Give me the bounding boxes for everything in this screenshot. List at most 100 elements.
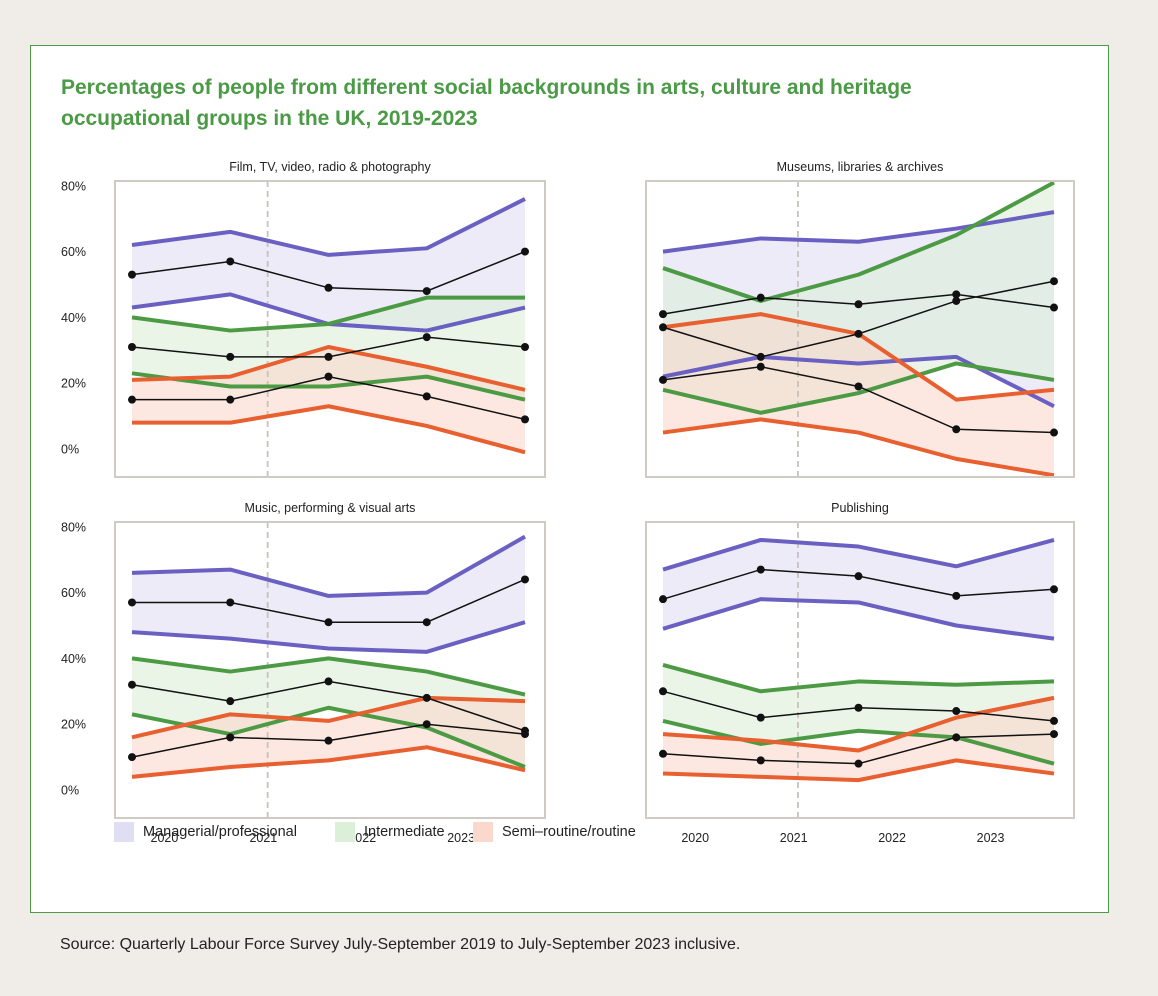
legend-label-managerial: Managerial/professional (143, 824, 297, 840)
managerial-estimate-point (422, 287, 431, 296)
semiroutine-estimate-point (952, 733, 961, 742)
legend-swatch-semiroutine (473, 822, 493, 842)
panel-frame (645, 180, 1075, 478)
panel-frame (114, 521, 546, 819)
semiroutine-lower-line (132, 404, 526, 455)
semiroutine-estimate-point (756, 756, 765, 765)
semiroutine-estimate-point (659, 375, 667, 384)
panel-title: Museums, libraries & archives (777, 160, 944, 174)
semiroutine-estimate-point (422, 392, 431, 401)
managerial-lower-line (131, 620, 526, 654)
y-tick-label: 60% (61, 586, 86, 600)
intermediate-estimate-point (226, 697, 235, 706)
plot-area (659, 181, 1058, 477)
semiroutine-lower-line (131, 745, 526, 779)
x-tick-label: 2023 (447, 831, 475, 845)
semiroutine-estimate-point (521, 730, 529, 739)
managerial-band (663, 539, 1054, 639)
semiroutine-upper-line (131, 345, 526, 392)
managerial-estimate-point (756, 293, 765, 302)
managerial-estimate-point (756, 565, 765, 574)
intermediate-lower-line (131, 371, 526, 402)
panel-frame (114, 180, 546, 478)
panel-title: Film, TV, video, radio & photography (229, 160, 431, 174)
managerial-estimate-point (128, 598, 136, 607)
intermediate-estimate-point (422, 333, 431, 342)
intermediate-estimate-point (1050, 277, 1058, 286)
y-tick-label: 40% (61, 652, 86, 666)
y-tick-label: 80% (61, 520, 86, 534)
semiroutine-estimate-point (854, 759, 863, 768)
panel-1: Film, TV, video, radio & photography 80% 6… (61, 160, 546, 478)
panel-4: Publishing 2020 2021 2022 2023 (645, 501, 1075, 845)
managerial-estimate-point (659, 595, 667, 604)
semiroutine-estimate-point (952, 425, 961, 434)
panel-title: Publishing (831, 501, 889, 515)
semiroutine-estimate-point (226, 733, 235, 742)
legend-swatch-managerial (114, 822, 134, 842)
intermediate-estimate-point (128, 680, 136, 689)
semiroutine-estimate-point (1050, 428, 1058, 437)
managerial-upper-line (131, 197, 526, 257)
managerial-estimate-point (1050, 585, 1058, 594)
managerial-upper-line (131, 534, 526, 598)
managerial-estimate-point (324, 283, 333, 292)
legend-item-semiroutine: Semi–routine/routine (473, 822, 636, 842)
intermediate-estimate-point (952, 296, 961, 305)
intermediate-upper-line (662, 663, 1055, 694)
intermediate-estimate-point (952, 707, 961, 716)
managerial-estimate-point (128, 270, 136, 279)
managerial-estimate-point (226, 257, 235, 266)
semiroutine-lower-line (662, 758, 1055, 783)
managerial-estimate-point (854, 300, 863, 309)
managerial-estimate-point (521, 247, 529, 256)
managerial-estimate-point (952, 591, 961, 600)
intermediate-upper-line (662, 181, 1055, 303)
intermediate-upper-line (131, 295, 525, 333)
semiroutine-estimate-point (1050, 730, 1058, 739)
intermediate-lower-line (662, 718, 1055, 766)
panel-title: Music, performing & visual arts (245, 501, 416, 515)
semiroutine-estimate-point (128, 753, 136, 762)
intermediate-estimate-point (324, 677, 333, 686)
plot-area (128, 522, 529, 818)
intermediate-estimate-point (854, 703, 863, 712)
legend-swatch-intermediate (335, 822, 355, 842)
intermediate-estimate-point (659, 323, 667, 332)
source-note: Source: Quarterly Labour Force Survey Ju… (60, 936, 741, 953)
intermediate-estimate-point (521, 343, 529, 352)
semiroutine-estimate-point (854, 382, 863, 391)
semiroutine-estimate-point (128, 395, 136, 404)
semiroutine-upper-line (662, 695, 1055, 753)
managerial-estimate-point (226, 598, 235, 607)
x-tick-label: 2021 (780, 831, 808, 845)
managerial-estimate-point (1050, 303, 1058, 312)
intermediate-band (132, 658, 525, 767)
managerial-upper-line (662, 537, 1055, 572)
y-tick-label: 0% (61, 784, 79, 798)
panel-frame (645, 521, 1075, 819)
semiroutine-estimate-point (756, 362, 765, 371)
legend-label-semiroutine: Semi–routine/routine (502, 824, 636, 840)
semiroutine-lower-line (662, 417, 1055, 477)
managerial-estimate-point (521, 575, 529, 584)
intermediate-lower-line (131, 705, 526, 769)
semiroutine-estimate-point (324, 372, 333, 381)
y-tick-label: 60% (61, 245, 86, 259)
intermediate-estimate-point (128, 343, 136, 352)
managerial-lower-line (662, 354, 1055, 409)
managerial-estimate-point (324, 618, 333, 627)
x-tick-label: 2022 (878, 831, 906, 845)
managerial-lower-line (662, 597, 1055, 641)
x-tick-label: 2020 (681, 831, 709, 845)
y-tick-label: 80% (61, 179, 86, 193)
intermediate-estimate-point (659, 687, 667, 696)
plot-area (659, 522, 1058, 818)
legend-label-intermediate: Intermediate (364, 824, 445, 840)
intermediate-upper-line (131, 656, 526, 697)
semiroutine-estimate-point (659, 749, 667, 758)
x-tick-label: 2022 (348, 831, 376, 845)
plot-area (128, 181, 529, 477)
intermediate-estimate-point (854, 329, 863, 338)
